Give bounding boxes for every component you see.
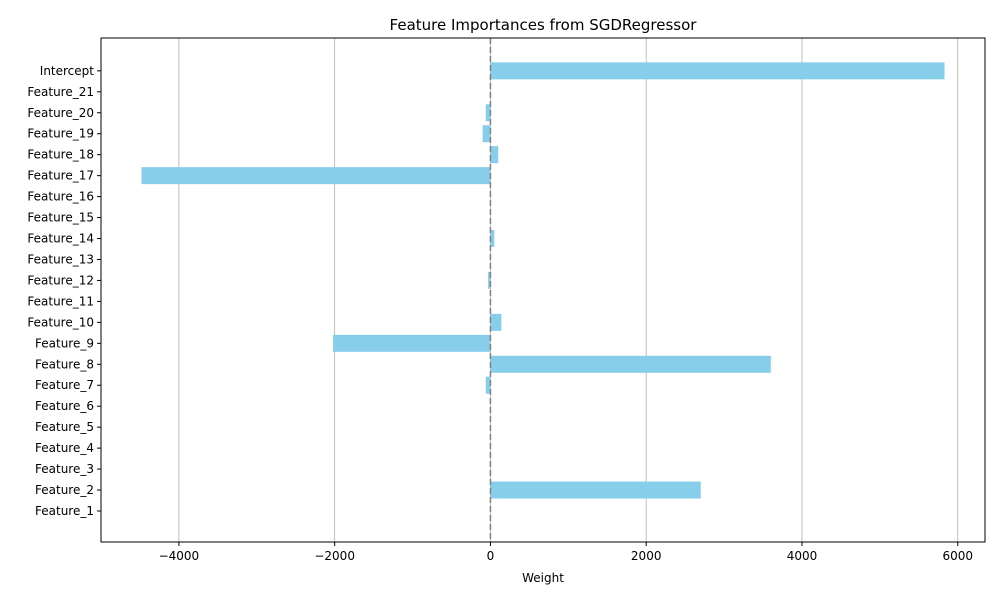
y-tick-label: Feature_18 <box>27 148 94 162</box>
bar <box>485 104 491 122</box>
y-tick-label: Feature_14 <box>27 232 94 246</box>
x-axis-ticks: −4000 −2000 0 2000 4000 6000 <box>159 542 973 563</box>
y-tick-label: Intercept <box>40 64 95 78</box>
bar <box>490 355 771 373</box>
y-tick-label: Feature_21 <box>27 85 94 99</box>
y-tick-label: Feature_16 <box>27 190 94 204</box>
bar <box>490 481 701 499</box>
y-tick-label: Feature_7 <box>35 378 94 392</box>
x-tick-label: 4000 <box>787 549 818 563</box>
y-tick-label: Feature_8 <box>35 357 94 371</box>
bar <box>482 125 491 143</box>
y-axis-ticks: Feature_1 Feature_2 Feature_3 Feature_4 Feat… <box>27 64 101 518</box>
bar <box>141 167 491 185</box>
plot-frame <box>100 37 986 543</box>
bar <box>485 376 491 394</box>
bar <box>488 271 491 289</box>
gridlines <box>178 38 959 542</box>
y-tick-label: Feature_3 <box>35 462 94 476</box>
x-tick-label: 6000 <box>942 549 973 563</box>
bar <box>490 62 945 80</box>
y-tick-label: Feature_13 <box>27 252 94 266</box>
y-tick-label: Feature_4 <box>35 441 94 455</box>
y-tick-label: Feature_20 <box>27 106 94 120</box>
y-tick-label: Feature_5 <box>35 420 94 434</box>
bars <box>141 62 945 499</box>
y-tick-label: Feature_1 <box>35 504 94 518</box>
bar <box>490 230 495 248</box>
bar <box>490 313 502 331</box>
x-axis-label: Weight <box>522 571 564 585</box>
y-tick-label: Feature_19 <box>27 127 94 141</box>
x-tick-label: 2000 <box>631 549 662 563</box>
y-tick-label: Feature_10 <box>27 315 94 329</box>
y-tick-label: Feature_12 <box>27 273 94 287</box>
y-tick-label: Feature_11 <box>27 294 94 308</box>
y-tick-label: Feature_6 <box>35 399 94 413</box>
x-tick-label: −2000 <box>314 549 355 563</box>
x-tick-label: 0 <box>487 549 495 563</box>
y-tick-label: Feature_2 <box>35 483 94 497</box>
bar <box>490 146 499 164</box>
bar <box>333 334 491 352</box>
y-tick-label: Feature_9 <box>35 336 94 350</box>
y-tick-label: Feature_15 <box>27 211 94 225</box>
x-tick-label: −4000 <box>159 549 200 563</box>
chart-title: Feature Importances from SGDRegressor <box>390 16 698 34</box>
y-tick-label: Feature_17 <box>27 169 94 183</box>
